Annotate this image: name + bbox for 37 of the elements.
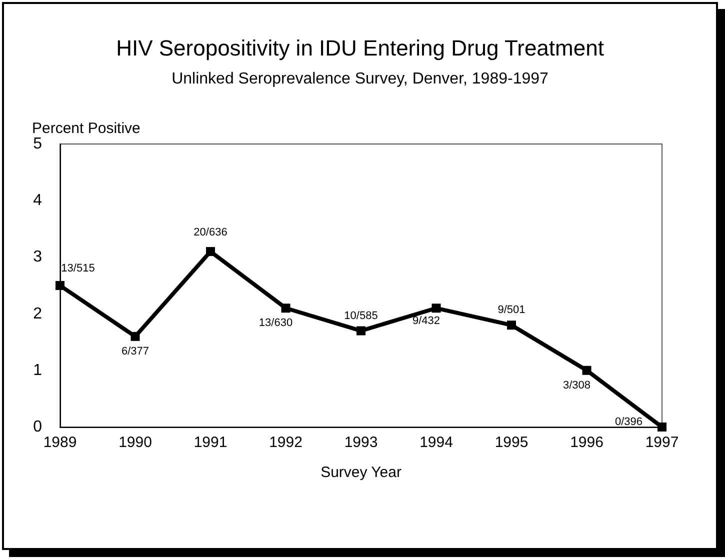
point bbox=[658, 422, 666, 432]
point bbox=[507, 320, 516, 330]
point bbox=[130, 332, 140, 341]
data-label: 10/585 bbox=[344, 310, 378, 322]
data-label: 3/308 bbox=[562, 379, 591, 392]
data-label: 9/501 bbox=[498, 304, 526, 316]
x-tick-label: 1995 bbox=[494, 434, 528, 451]
y-tick-label: 5 bbox=[33, 136, 42, 152]
data-label: 13/630 bbox=[258, 317, 293, 330]
point bbox=[206, 247, 215, 256]
data-label: 0/396 bbox=[614, 416, 642, 428]
point bbox=[356, 326, 366, 336]
data-label: 13/515 bbox=[61, 262, 95, 274]
point bbox=[56, 281, 64, 290]
data-label: 20/636 bbox=[194, 226, 228, 239]
x-tick-label: 1994 bbox=[420, 434, 453, 451]
y-tick-label: 0 bbox=[33, 418, 42, 436]
y-axis-title: Percent Positive bbox=[32, 120, 140, 137]
x-axis-title: Survey Year bbox=[320, 464, 402, 481]
y-tick-label: 3 bbox=[33, 248, 42, 266]
x-tick-label: 1993 bbox=[344, 434, 378, 451]
data-label: 9/432 bbox=[412, 315, 440, 328]
point bbox=[582, 366, 592, 375]
y-tick-label: 2 bbox=[33, 305, 42, 322]
x-tick-label: 1996 bbox=[570, 434, 604, 451]
x-tick-label: 1990 bbox=[118, 434, 152, 451]
point bbox=[432, 304, 441, 313]
x-tick-label: 1991 bbox=[194, 434, 228, 451]
data-label: 6/377 bbox=[121, 345, 150, 358]
x-tick-label: 1989 bbox=[43, 434, 77, 451]
y-tick-label: 4 bbox=[33, 192, 42, 210]
x-tick-label: 1992 bbox=[269, 434, 302, 451]
point bbox=[281, 304, 290, 313]
chart-subtitle: Unlinked Seroprevalence Survey, Denver, 1989-1997 bbox=[172, 70, 549, 88]
chart-title: HIV Seropositivity in IDU Entering Drug Treatment bbox=[116, 36, 604, 60]
y-tick-label: 1 bbox=[33, 362, 42, 379]
x-tick-label: 1997 bbox=[645, 434, 679, 451]
